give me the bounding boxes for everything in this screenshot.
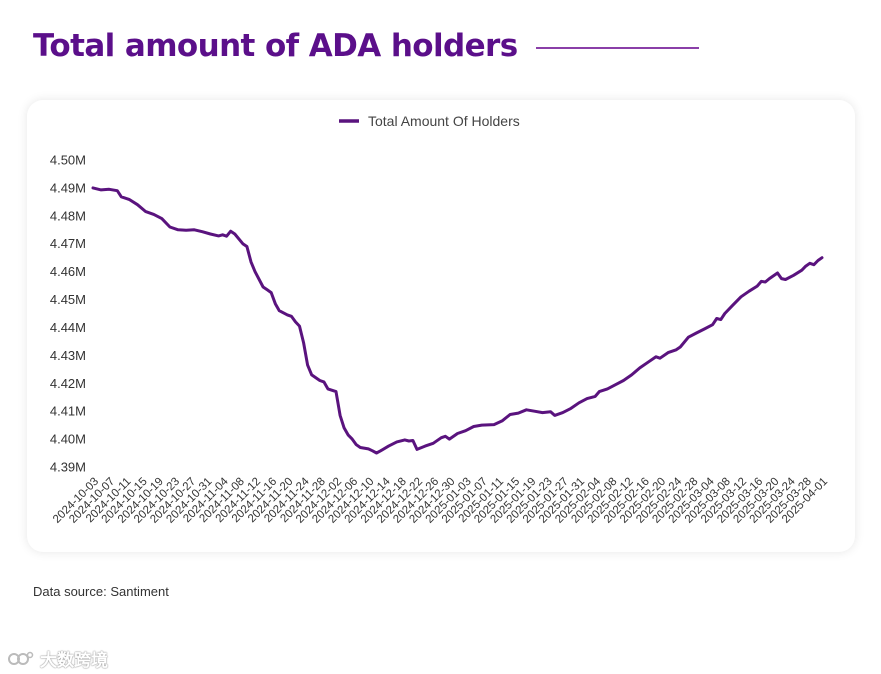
y-tick-label: 4.40M	[50, 432, 86, 447]
y-tick-label: 4.47M	[50, 236, 86, 251]
y-tick-label: 4.41M	[50, 404, 86, 419]
watermark-logo-icon	[8, 651, 34, 665]
title-rule	[535, 47, 699, 49]
y-tick-label: 4.44M	[50, 320, 86, 335]
y-tick-label: 4.46M	[50, 264, 86, 279]
y-tick-label: 4.48M	[50, 208, 86, 223]
legend: Total Amount Of Holders	[339, 113, 520, 129]
legend-label: Total Amount Of Holders	[368, 113, 520, 129]
y-tick-label: 4.45M	[50, 292, 86, 307]
title-row: Total amount of ADA holders	[33, 28, 699, 64]
y-axis: 4.39M 4.40M 4.41M 4.42M 4.43M 4.44M 4.45M 4.46M…	[50, 153, 86, 475]
watermark: 大数跨境	[8, 646, 108, 671]
y-tick-label: 4.50M	[50, 153, 86, 168]
line-chart: Total Amount Of Holders 4.39M4.40M4.41M4…	[50, 113, 830, 526]
y-tick-label: 4.43M	[50, 348, 86, 363]
y-tick-label: 4.49M	[50, 180, 86, 195]
watermark-text: 大数跨境	[40, 651, 108, 670]
series-line-total-holders	[91, 186, 824, 455]
y-tick-label: 4.42M	[50, 376, 86, 391]
x-axis: 2024-10-032024-10-072024-10-112024-10-15…	[51, 475, 830, 526]
y-tick-label: 4.39M	[50, 460, 86, 475]
data-source: Data source: Santiment	[33, 584, 169, 599]
page-title: Total amount of ADA holders	[33, 28, 518, 64]
chart-card: Total Amount Of Holders 4.39M 4.40M 4.41M 4…	[27, 100, 855, 552]
